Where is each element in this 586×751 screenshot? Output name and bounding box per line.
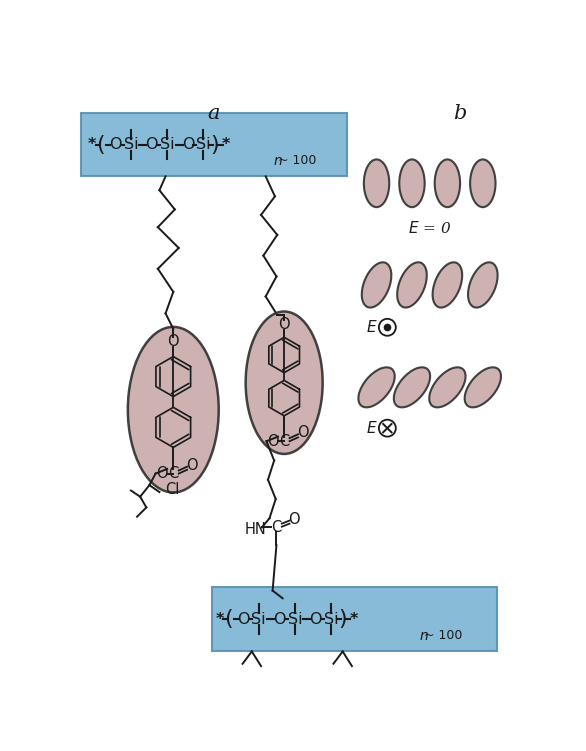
Text: O: O — [273, 611, 286, 626]
Text: (: ( — [97, 134, 105, 155]
Text: HN: HN — [245, 522, 267, 537]
Ellipse shape — [468, 262, 498, 308]
Text: Si: Si — [160, 137, 175, 152]
Text: *: * — [222, 137, 230, 152]
Ellipse shape — [429, 367, 465, 407]
Text: (: ( — [224, 609, 233, 629]
Text: O: O — [186, 457, 197, 472]
Text: O: O — [288, 512, 300, 527]
Text: b: b — [453, 104, 466, 123]
Text: O: O — [297, 425, 308, 440]
Text: $n$: $n$ — [419, 629, 429, 643]
Text: ): ) — [338, 609, 347, 629]
Text: ~ 100: ~ 100 — [424, 629, 463, 642]
Ellipse shape — [432, 262, 462, 308]
Text: Si: Si — [196, 137, 210, 152]
Ellipse shape — [362, 262, 391, 308]
Text: ~ 100: ~ 100 — [278, 154, 316, 167]
Text: a: a — [207, 104, 220, 123]
Text: $E$: $E$ — [366, 319, 378, 335]
Text: C: C — [271, 520, 282, 535]
Text: Si: Si — [124, 137, 138, 152]
Text: O: O — [309, 611, 322, 626]
Ellipse shape — [246, 312, 323, 454]
Text: C: C — [168, 466, 178, 481]
FancyBboxPatch shape — [212, 587, 497, 651]
Text: $E$: $E$ — [366, 420, 378, 436]
Text: O: O — [278, 318, 290, 333]
Ellipse shape — [470, 159, 496, 207]
Ellipse shape — [397, 262, 427, 308]
Text: $n$: $n$ — [272, 154, 282, 168]
Text: ): ) — [210, 134, 219, 155]
Text: O: O — [182, 137, 194, 152]
Text: *: * — [349, 611, 357, 626]
Ellipse shape — [364, 159, 389, 207]
Text: Cl: Cl — [165, 482, 179, 497]
FancyBboxPatch shape — [81, 113, 346, 176]
Text: C: C — [279, 434, 289, 449]
Text: O: O — [156, 466, 168, 481]
Text: O: O — [109, 137, 122, 152]
Ellipse shape — [465, 367, 501, 407]
Text: *: * — [87, 137, 96, 152]
Text: O: O — [168, 334, 179, 349]
Text: O: O — [145, 137, 158, 152]
Ellipse shape — [128, 327, 219, 493]
Text: $E$ = 0: $E$ = 0 — [408, 220, 451, 237]
Text: O: O — [267, 434, 278, 449]
Text: Si: Si — [288, 611, 302, 626]
Ellipse shape — [359, 367, 395, 407]
Text: Si: Si — [251, 611, 266, 626]
Ellipse shape — [399, 159, 425, 207]
Ellipse shape — [394, 367, 430, 407]
Ellipse shape — [435, 159, 460, 207]
Text: Si: Si — [324, 611, 339, 626]
Text: *: * — [215, 611, 224, 626]
Text: O: O — [237, 611, 250, 626]
